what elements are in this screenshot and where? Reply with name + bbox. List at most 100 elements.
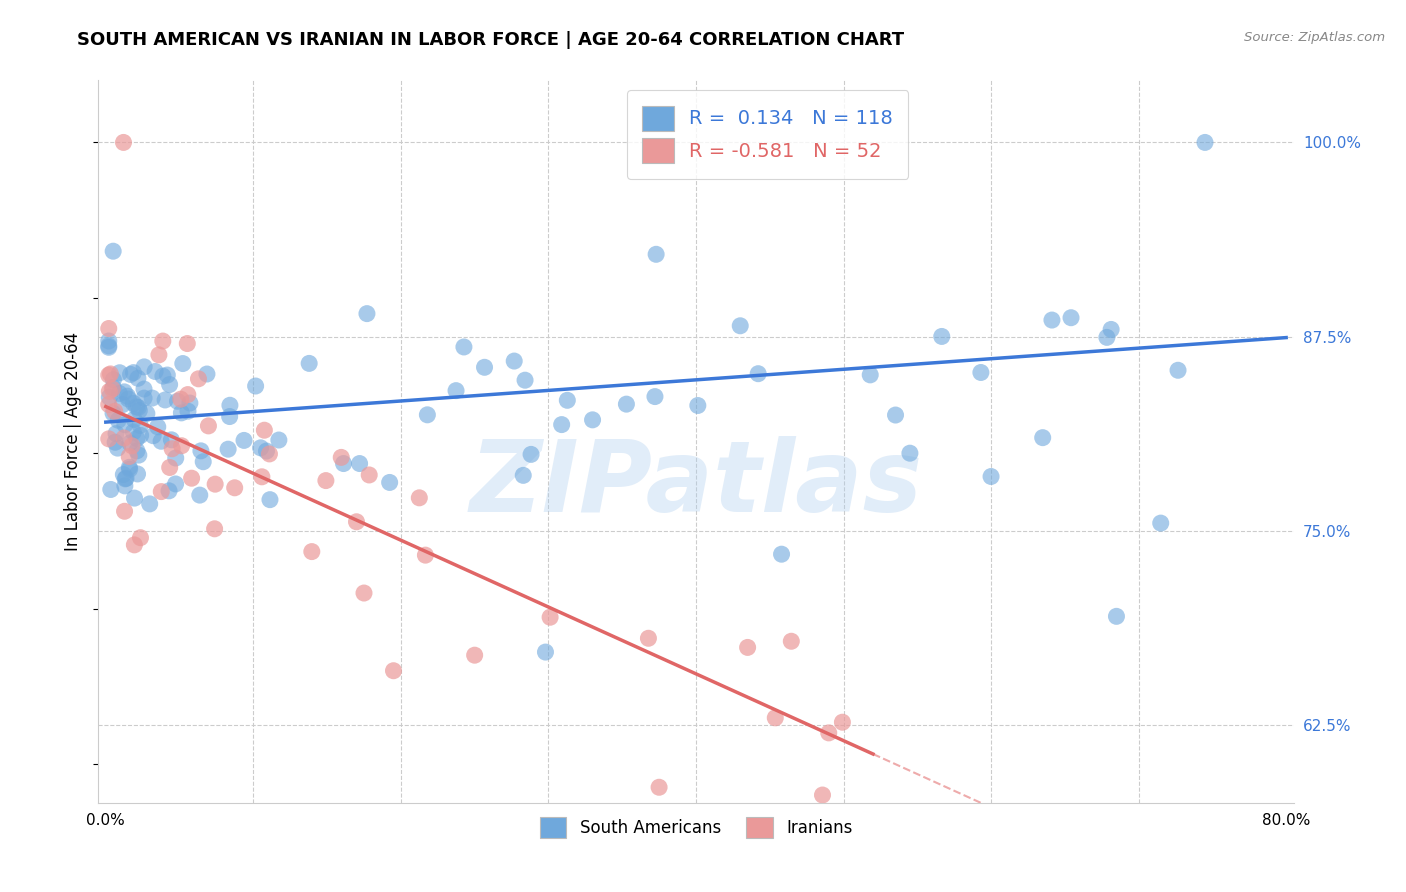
- Point: [97, 321, 120, 335]
- Point: [253, 423, 276, 437]
- Point: [408, 491, 430, 505]
- Point: [97, 397, 120, 411]
- Point: [118, 462, 141, 476]
- Point: [101, 382, 124, 396]
- Point: [128, 448, 150, 462]
- Point: [112, 136, 135, 150]
- Point: [330, 450, 353, 465]
- Point: [166, 394, 188, 409]
- Point: [98, 384, 121, 399]
- Point: [747, 367, 769, 381]
- Point: [170, 392, 193, 407]
- Point: [122, 425, 145, 439]
- Point: [763, 711, 786, 725]
- Point: [177, 387, 200, 401]
- Point: [143, 364, 166, 378]
- Point: [114, 417, 136, 432]
- Point: [1194, 136, 1216, 150]
- Point: [104, 435, 127, 450]
- Y-axis label: In Labor Force | Age 20-64: In Labor Force | Age 20-64: [65, 332, 83, 551]
- Point: [356, 307, 378, 321]
- Point: [474, 360, 496, 375]
- Point: [100, 367, 122, 381]
- Point: [382, 664, 405, 678]
- Point: [97, 334, 120, 348]
- Point: [122, 366, 145, 380]
- Point: [159, 377, 181, 392]
- Point: [931, 329, 953, 343]
- Point: [349, 457, 371, 471]
- Point: [101, 406, 124, 420]
- Point: [165, 450, 187, 465]
- Point: [645, 247, 668, 261]
- Point: [550, 417, 572, 432]
- Point: [204, 477, 226, 491]
- Point: [359, 467, 381, 482]
- Point: [817, 726, 839, 740]
- Point: [152, 334, 174, 348]
- Point: [249, 441, 271, 455]
- Point: [233, 434, 256, 448]
- Point: [728, 318, 751, 333]
- Point: [129, 418, 152, 433]
- Point: [97, 432, 120, 446]
- Point: [115, 471, 138, 485]
- Point: [97, 339, 120, 353]
- Point: [104, 404, 127, 418]
- Point: [132, 382, 155, 396]
- Point: [353, 586, 375, 600]
- Point: [112, 431, 135, 445]
- Point: [160, 433, 183, 447]
- Point: [112, 467, 135, 482]
- Point: [141, 391, 163, 405]
- Point: [179, 396, 201, 410]
- Legend: South Americans, Iranians: South Americans, Iranians: [533, 810, 859, 845]
- Point: [129, 531, 152, 545]
- Point: [444, 384, 467, 398]
- Point: [1032, 431, 1054, 445]
- Point: [770, 547, 793, 561]
- Point: [112, 384, 135, 399]
- Point: [217, 442, 239, 457]
- Point: [153, 392, 176, 407]
- Point: [1167, 363, 1189, 377]
- Point: [124, 491, 146, 505]
- Point: [195, 367, 218, 381]
- Point: [332, 457, 354, 471]
- Point: [1105, 609, 1128, 624]
- Point: [108, 366, 131, 380]
- Point: [177, 404, 200, 418]
- Point: [150, 484, 173, 499]
- Point: [101, 244, 124, 259]
- Point: [121, 439, 143, 453]
- Point: [346, 515, 368, 529]
- Point: [644, 390, 666, 404]
- Point: [648, 780, 671, 795]
- Point: [146, 420, 169, 434]
- Point: [453, 340, 475, 354]
- Point: [193, 455, 215, 469]
- Point: [637, 632, 659, 646]
- Point: [197, 418, 219, 433]
- Point: [127, 401, 149, 415]
- Point: [165, 477, 187, 491]
- Text: ZIPatlas: ZIPatlas: [470, 436, 922, 533]
- Text: SOUTH AMERICAN VS IRANIAN IN LABOR FORCE | AGE 20-64 CORRELATION CHART: SOUTH AMERICAN VS IRANIAN IN LABOR FORCE…: [77, 31, 904, 49]
- Point: [811, 788, 834, 802]
- Point: [118, 436, 141, 450]
- Point: [120, 368, 142, 382]
- Point: [503, 354, 526, 368]
- Point: [245, 379, 267, 393]
- Point: [138, 497, 160, 511]
- Point: [831, 715, 853, 730]
- Point: [170, 406, 193, 420]
- Point: [1060, 310, 1083, 325]
- Point: [1150, 516, 1173, 530]
- Point: [97, 368, 120, 382]
- Point: [125, 443, 148, 458]
- Point: [378, 475, 401, 490]
- Point: [250, 470, 273, 484]
- Point: [686, 399, 709, 413]
- Point: [117, 392, 139, 406]
- Point: [555, 393, 578, 408]
